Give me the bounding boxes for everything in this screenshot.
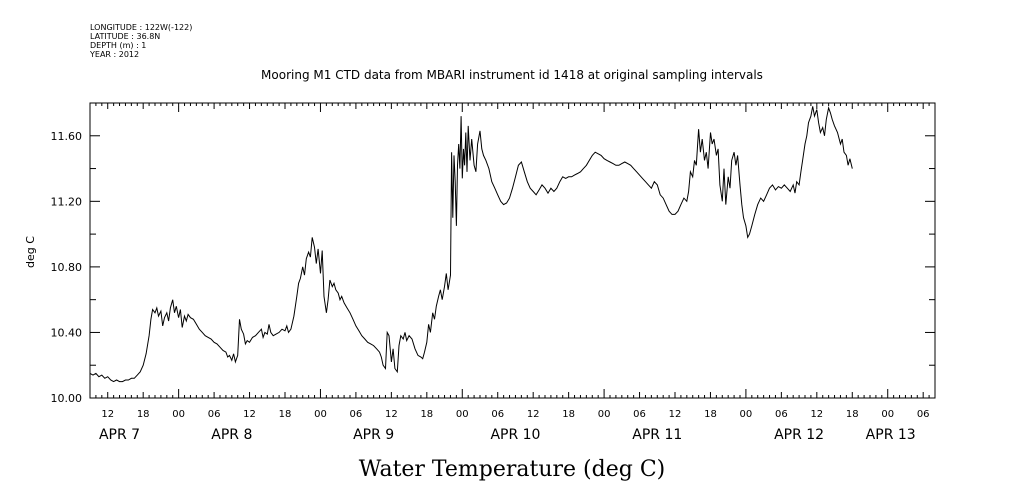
axis-ticks	[89, 102, 936, 399]
x-tick-label: 18	[704, 409, 717, 420]
y-tick-label: 11.20	[51, 195, 83, 208]
metadata-year: YEAR : 2012	[89, 50, 139, 59]
x-tick-label: 12	[527, 409, 540, 420]
x-tick-label: 18	[562, 409, 575, 420]
y-tick-labels: 10.00 10.40 10.80 11.20 11.60	[51, 130, 83, 405]
y-tick-label: 10.80	[51, 261, 83, 274]
x-tick-label: 12	[810, 409, 823, 420]
x-tick-label: 18	[420, 409, 433, 420]
x-tick-label: 18	[137, 409, 150, 420]
x-tick-label: 18	[279, 409, 292, 420]
x-tick-label: 00	[314, 409, 327, 420]
x-day-label: APR 7	[99, 427, 140, 443]
x-tick-label: 00	[456, 409, 469, 420]
x-tick-label: 00	[172, 409, 185, 420]
x-tick-label: 00	[881, 409, 894, 420]
x-day-label: APR 10	[490, 427, 540, 443]
x-day-labels: APR 7 APR 8 APR 9 APR 10 APR 11 APR 12 APR 13	[99, 427, 916, 443]
y-tick-label: 11.60	[51, 130, 83, 143]
y-tick-label: 10.40	[51, 326, 83, 339]
x-tick-label: 12	[385, 409, 398, 420]
metadata-latitude: LATITUDE : 36.8N	[90, 32, 160, 41]
y-tick-label: 10.00	[51, 392, 83, 405]
y-axis-label: deg C	[24, 236, 37, 268]
x-tick-label: 00	[740, 409, 753, 420]
x-tick-label: 06	[491, 409, 504, 420]
x-day-label: APR 13	[866, 427, 916, 443]
series-line-water-temperature	[89, 106, 853, 383]
x-day-label: APR 8	[211, 427, 252, 443]
x-tick-label: 00	[598, 409, 611, 420]
plot-frame	[89, 102, 936, 399]
x-tick-label: 06	[208, 409, 221, 420]
metadata-depth: DEPTH (m) : 1	[90, 41, 146, 50]
x-tick-labels: 12 18 00 06 12 18 00 06 12 18 00 06 12 18 00 06 12 18 00 06…	[101, 409, 929, 420]
x-axis-label: Water Temperature (deg C)	[359, 457, 666, 482]
x-tick-label: 06	[633, 409, 646, 420]
metadata-block: LONGITUDE : 122W(-122) LATITUDE : 36.8N …	[89, 23, 192, 59]
x-tick-label: 12	[243, 409, 256, 420]
x-day-label: APR 12	[774, 427, 824, 443]
x-tick-label: 12	[669, 409, 682, 420]
x-tick-label: 06	[350, 409, 363, 420]
x-day-label: APR 11	[632, 427, 682, 443]
x-tick-label: 06	[775, 409, 788, 420]
x-tick-label: 06	[917, 409, 930, 420]
chart-title: Mooring M1 CTD data from MBARI instrumen…	[261, 68, 763, 82]
x-day-label: APR 9	[353, 427, 394, 443]
x-tick-label: 18	[846, 409, 859, 420]
x-tick-label: 12	[101, 409, 114, 420]
metadata-longitude: LONGITUDE : 122W(-122)	[90, 23, 192, 32]
